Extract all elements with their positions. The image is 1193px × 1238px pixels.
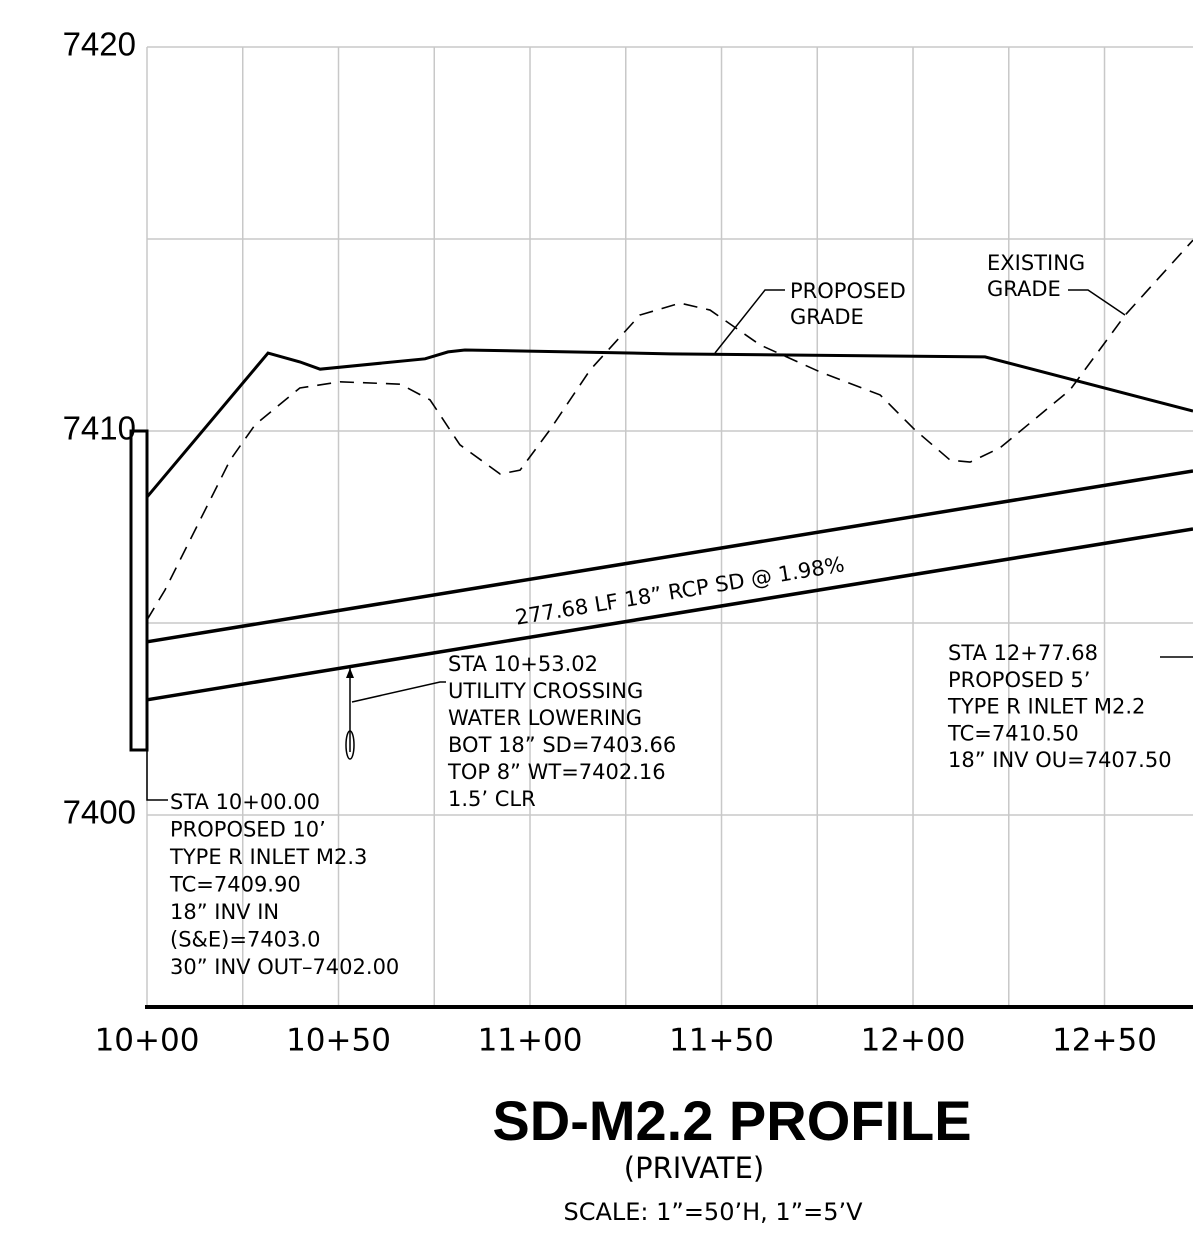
y-tick-label: 7420 — [63, 26, 136, 63]
annotation: 18” INV IN — [170, 900, 279, 924]
annotation: STA 10+00.00 — [170, 790, 320, 814]
y-tick-label: 7400 — [63, 794, 136, 831]
annotation: 1.5’ CLR — [448, 787, 536, 811]
x-tick-label: 10+50 — [286, 1023, 391, 1059]
annotation: TOP 8” WT=7402.16 — [447, 760, 666, 784]
grid — [145, 46, 1193, 1009]
annotation: GRADE — [790, 305, 864, 329]
annotation: TYPE R INLET M2.3 — [169, 845, 367, 869]
annotation: UTILITY CROSSING — [448, 679, 643, 703]
x-tick-label: 12+50 — [1052, 1023, 1157, 1059]
annotation: STA 12+77.68 — [948, 641, 1098, 665]
annotation: EXISTING — [987, 251, 1085, 275]
profile-line — [146, 527, 1193, 702]
marks — [145, 239, 1193, 702]
annotation: TC=7409.90 — [169, 873, 301, 897]
leader — [714, 289, 785, 354]
pipe-label: 277.68 LF 18” RCP SD @ 1.98% — [514, 552, 847, 629]
annotation: STA 10+53.02 — [448, 652, 598, 676]
x-tick-label: 11+00 — [478, 1023, 583, 1059]
annotation: (S&E)=7403.0 — [170, 928, 320, 952]
profile-line — [146, 239, 1193, 621]
scale-note: SCALE: 1”=50’H, 1”=5’V — [563, 1198, 863, 1226]
labels: 7400 7410 7420 10+00 10+50 11+00 11+50 12+00 12+… — [63, 26, 1172, 1059]
inlet-structure — [129, 429, 149, 752]
profile-line — [145, 348, 1193, 499]
annotation: 18” INV OU=7407.50 — [948, 748, 1172, 772]
leader — [146, 750, 168, 801]
annotation: WATER LOWERING — [448, 706, 642, 730]
x-tick-label: 11+50 — [669, 1023, 774, 1059]
arrow-head — [346, 668, 354, 678]
annotation: PROPOSED — [790, 279, 906, 303]
x-tick-label: 12+00 — [861, 1023, 966, 1059]
annotation: TC=7410.50 — [947, 721, 1079, 745]
leader — [351, 681, 446, 703]
title: SD-M2.2 PROFILE — [492, 1089, 971, 1152]
subtitle: (PRIVATE) — [624, 1151, 764, 1185]
water-line — [345, 730, 355, 760]
annotation: BOT 18” SD=7403.66 — [448, 733, 676, 757]
annotation: PROPOSED 10’ — [170, 818, 326, 842]
profile-line — [146, 469, 1193, 644]
annotation: TYPE R INLET M2.2 — [947, 695, 1145, 719]
annotation: 30” INV OUT–7402.00 — [170, 955, 399, 979]
annotation: PROPOSED 5’ — [948, 668, 1090, 692]
annotation: GRADE — [987, 277, 1061, 301]
y-tick-label: 7410 — [63, 410, 136, 447]
leader — [1068, 289, 1126, 316]
x-tick-label: 10+00 — [95, 1023, 200, 1059]
